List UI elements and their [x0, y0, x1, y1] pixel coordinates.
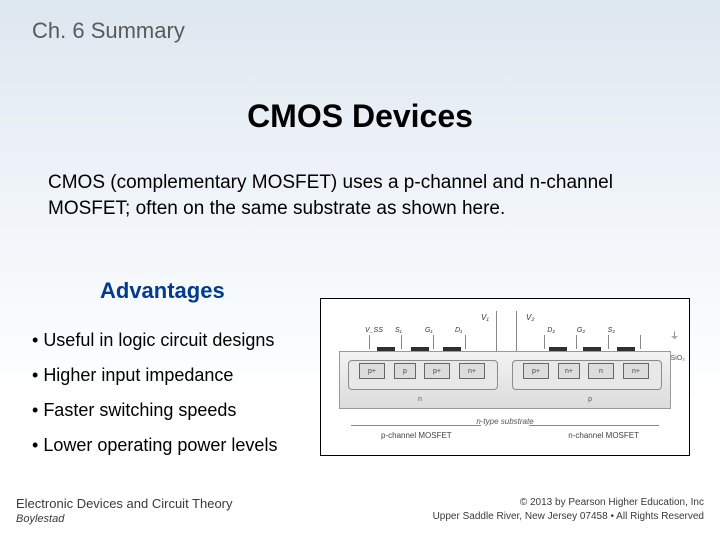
terminal-v2: V₂ [526, 313, 534, 322]
copyright-line: © 2013 by Pearson Higher Education, Inc [433, 496, 704, 510]
list-item: • Lower operating power levels [32, 435, 277, 456]
bullet-text: Useful in logic circuit designs [43, 330, 274, 350]
n-well: p+ p p+ n+ [348, 360, 498, 390]
terminal-label: V_SS [365, 327, 383, 334]
p-well: p+ n+ n n+ [512, 360, 662, 390]
region: n [588, 363, 614, 379]
wire [544, 335, 545, 349]
terminal-label: G₂ [577, 327, 585, 334]
bullet-text: Higher input impedance [43, 365, 233, 385]
advantages-heading: Advantages [100, 278, 225, 304]
well-label-n: n [418, 396, 422, 403]
region: p+ [523, 363, 549, 379]
slide: Ch. 6 Summary CMOS Devices CMOS (complem… [0, 0, 720, 540]
terminal-label: S₂ [608, 327, 615, 334]
ground-icon: ⏚ [670, 329, 679, 342]
terminal-label: S₁ [395, 327, 402, 334]
wire [496, 311, 497, 351]
region: n+ [459, 363, 485, 379]
book-author: Boylestad [16, 513, 233, 525]
list-item: • Useful in logic circuit designs [32, 330, 277, 351]
wire [576, 335, 577, 349]
list-item: • Faster switching speeds [32, 400, 277, 421]
region: n+ [558, 363, 580, 379]
nmos-label: n-channel MOSFET [568, 431, 639, 440]
cmos-diagram: V₁ V₂ ⏚ V_SS S₁ G₁ D₁ D₂ G₂ S₂ p+ p p+ [320, 298, 690, 456]
region: p+ [359, 363, 385, 379]
substrate: p+ p p+ n+ p+ n+ n n+ n p [339, 351, 671, 409]
wire [465, 335, 466, 349]
copyright-line: Upper Saddle River, New Jersey 07458 • A… [433, 510, 704, 524]
pmos-label: p-channel MOSFET [381, 431, 452, 440]
footer-left: Electronic Devices and Circuit Theory Bo… [16, 496, 233, 540]
footer-right: © 2013 by Pearson Higher Education, Inc … [433, 496, 704, 540]
book-title: Electronic Devices and Circuit Theory [16, 496, 233, 511]
bullet-text: Faster switching speeds [43, 400, 236, 420]
bullet-text: Lower operating power levels [43, 435, 277, 455]
page-title: CMOS Devices [0, 98, 720, 135]
advantages-list: • Useful in logic circuit designs • High… [32, 330, 277, 470]
region: p [394, 363, 416, 379]
oxide-label: SiO₂ [671, 355, 685, 362]
footer: Electronic Devices and Circuit Theory Bo… [0, 486, 720, 540]
terminal-label: D₁ [455, 327, 462, 334]
wire [608, 335, 609, 349]
wire [516, 311, 517, 351]
chapter-label: Ch. 6 Summary [32, 18, 185, 44]
terminal-v1: V₁ [481, 313, 489, 322]
wire [369, 335, 370, 349]
terminal-label: G₁ [425, 327, 433, 334]
list-item: • Higher input impedance [32, 365, 277, 386]
wire [401, 335, 402, 349]
terminal-label: D₂ [547, 327, 555, 334]
wire [640, 335, 641, 349]
wire [433, 335, 434, 349]
region: n+ [623, 363, 649, 379]
well-label-p: p [588, 396, 592, 403]
description-text: CMOS (complementary MOSFET) uses a p-cha… [48, 170, 660, 221]
region: p+ [424, 363, 450, 379]
